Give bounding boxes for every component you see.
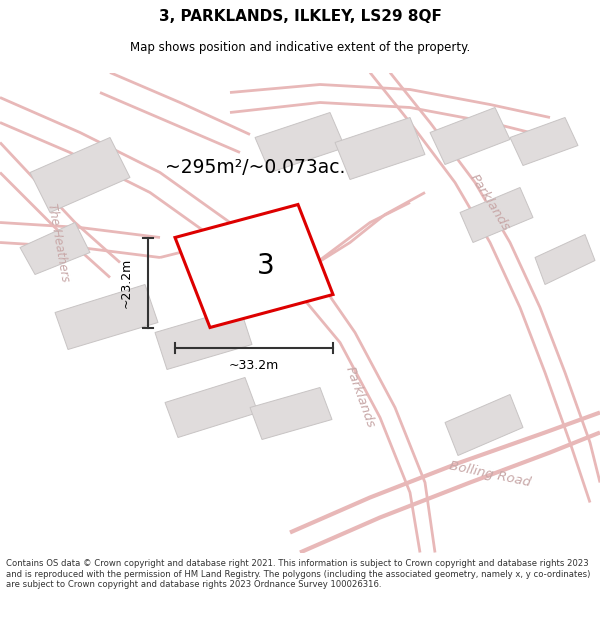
Text: Parklands: Parklands: [467, 172, 512, 233]
Text: Contains OS data © Crown copyright and database right 2021. This information is : Contains OS data © Crown copyright and d…: [6, 559, 590, 589]
Text: ~295m²/~0.073ac.: ~295m²/~0.073ac.: [165, 158, 346, 177]
Polygon shape: [430, 107, 510, 164]
Text: The Heathers: The Heathers: [45, 202, 71, 282]
Polygon shape: [20, 222, 90, 274]
Polygon shape: [30, 138, 130, 212]
Text: ~33.2m: ~33.2m: [229, 359, 279, 372]
Polygon shape: [460, 188, 533, 242]
Text: Parklands: Parklands: [343, 365, 377, 430]
Text: 3, PARKLANDS, ILKLEY, LS29 8QF: 3, PARKLANDS, ILKLEY, LS29 8QF: [158, 9, 442, 24]
Polygon shape: [55, 284, 158, 349]
Polygon shape: [155, 308, 252, 369]
Polygon shape: [445, 394, 523, 456]
Polygon shape: [165, 378, 258, 438]
Text: Map shows position and indicative extent of the property.: Map shows position and indicative extent…: [130, 41, 470, 54]
Polygon shape: [335, 118, 425, 179]
Polygon shape: [535, 234, 595, 284]
Text: ~23.2m: ~23.2m: [119, 258, 133, 308]
Polygon shape: [250, 388, 332, 439]
Text: 3: 3: [257, 252, 275, 280]
Polygon shape: [510, 118, 578, 166]
Polygon shape: [175, 204, 333, 328]
Text: Bolling Road: Bolling Road: [448, 459, 532, 489]
Polygon shape: [255, 112, 345, 173]
